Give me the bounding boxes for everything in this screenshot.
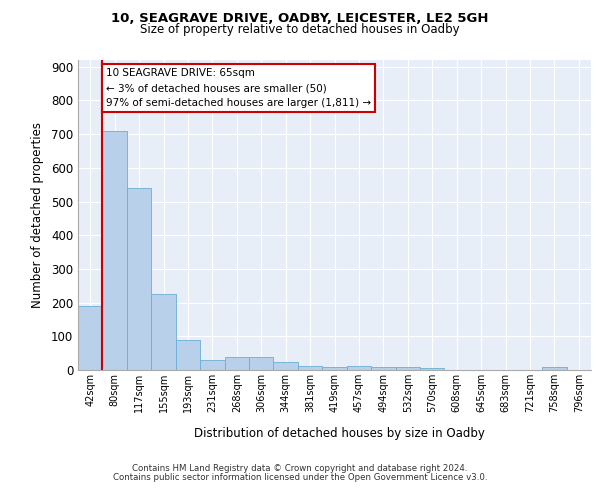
Bar: [78, 306, 103, 370]
Bar: [395, 368, 420, 370]
Bar: [151, 294, 176, 370]
Bar: [103, 131, 127, 370]
Bar: [542, 368, 566, 370]
Text: Contains HM Land Registry data © Crown copyright and database right 2024.: Contains HM Land Registry data © Crown c…: [132, 464, 468, 473]
Bar: [322, 366, 347, 370]
Bar: [420, 368, 445, 370]
Bar: [371, 366, 395, 370]
Text: 10, SEAGRAVE DRIVE, OADBY, LEICESTER, LE2 5GH: 10, SEAGRAVE DRIVE, OADBY, LEICESTER, LE…: [111, 12, 489, 26]
Text: 10 SEAGRAVE DRIVE: 65sqm
← 3% of detached houses are smaller (50)
97% of semi-de: 10 SEAGRAVE DRIVE: 65sqm ← 3% of detache…: [106, 68, 371, 108]
Bar: [298, 366, 322, 370]
Bar: [249, 356, 274, 370]
Text: Contains public sector information licensed under the Open Government Licence v3: Contains public sector information licen…: [113, 472, 487, 482]
Bar: [200, 360, 224, 370]
Bar: [127, 188, 151, 370]
Text: Distribution of detached houses by size in Oadby: Distribution of detached houses by size …: [194, 428, 484, 440]
Y-axis label: Number of detached properties: Number of detached properties: [31, 122, 44, 308]
Bar: [274, 362, 298, 370]
Text: Size of property relative to detached houses in Oadby: Size of property relative to detached ho…: [140, 22, 460, 36]
Bar: [176, 340, 200, 370]
Bar: [347, 366, 371, 370]
Bar: [224, 356, 249, 370]
